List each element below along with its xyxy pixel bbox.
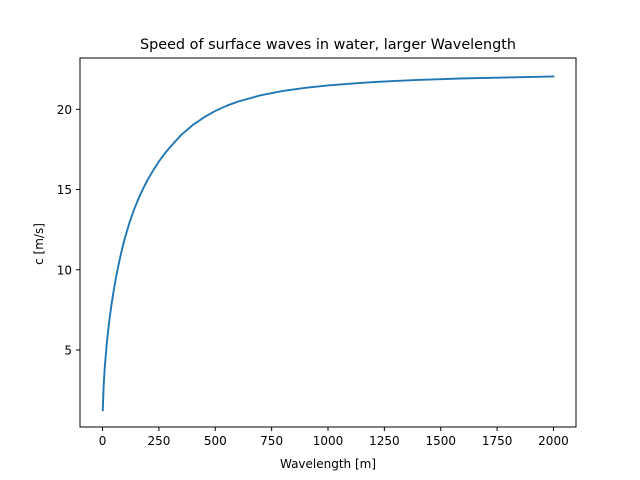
series-line-0 (101, 75, 555, 412)
x-tick-label: 1750 (482, 434, 513, 448)
axes: 0 250 500 750 1000 1250 1500 1750 2000 5 10 15 20 (57, 57, 577, 448)
x-tick-label: 2000 (538, 434, 569, 448)
y-axis-label: c [m/s] (32, 223, 46, 265)
x-tick-label: 0 (99, 434, 107, 448)
x-tick-label: 250 (147, 434, 170, 448)
x-tick-label: 750 (260, 434, 283, 448)
y-tick-label: 20 (57, 103, 72, 117)
chart-title: Speed of surface waves in water, larger … (140, 37, 516, 53)
x-axis-label: Wavelength [m] (280, 457, 376, 471)
x-tick-label: 1000 (313, 434, 344, 448)
x-tick-label: 500 (204, 434, 227, 448)
x-tick-label: 1500 (425, 434, 456, 448)
x-tick-label: 1250 (369, 434, 400, 448)
y-tick-label: 5 (64, 343, 72, 357)
y-tick-label: 15 (57, 183, 72, 197)
plot-area (101, 75, 555, 412)
y-tick-label: 10 (57, 263, 72, 277)
